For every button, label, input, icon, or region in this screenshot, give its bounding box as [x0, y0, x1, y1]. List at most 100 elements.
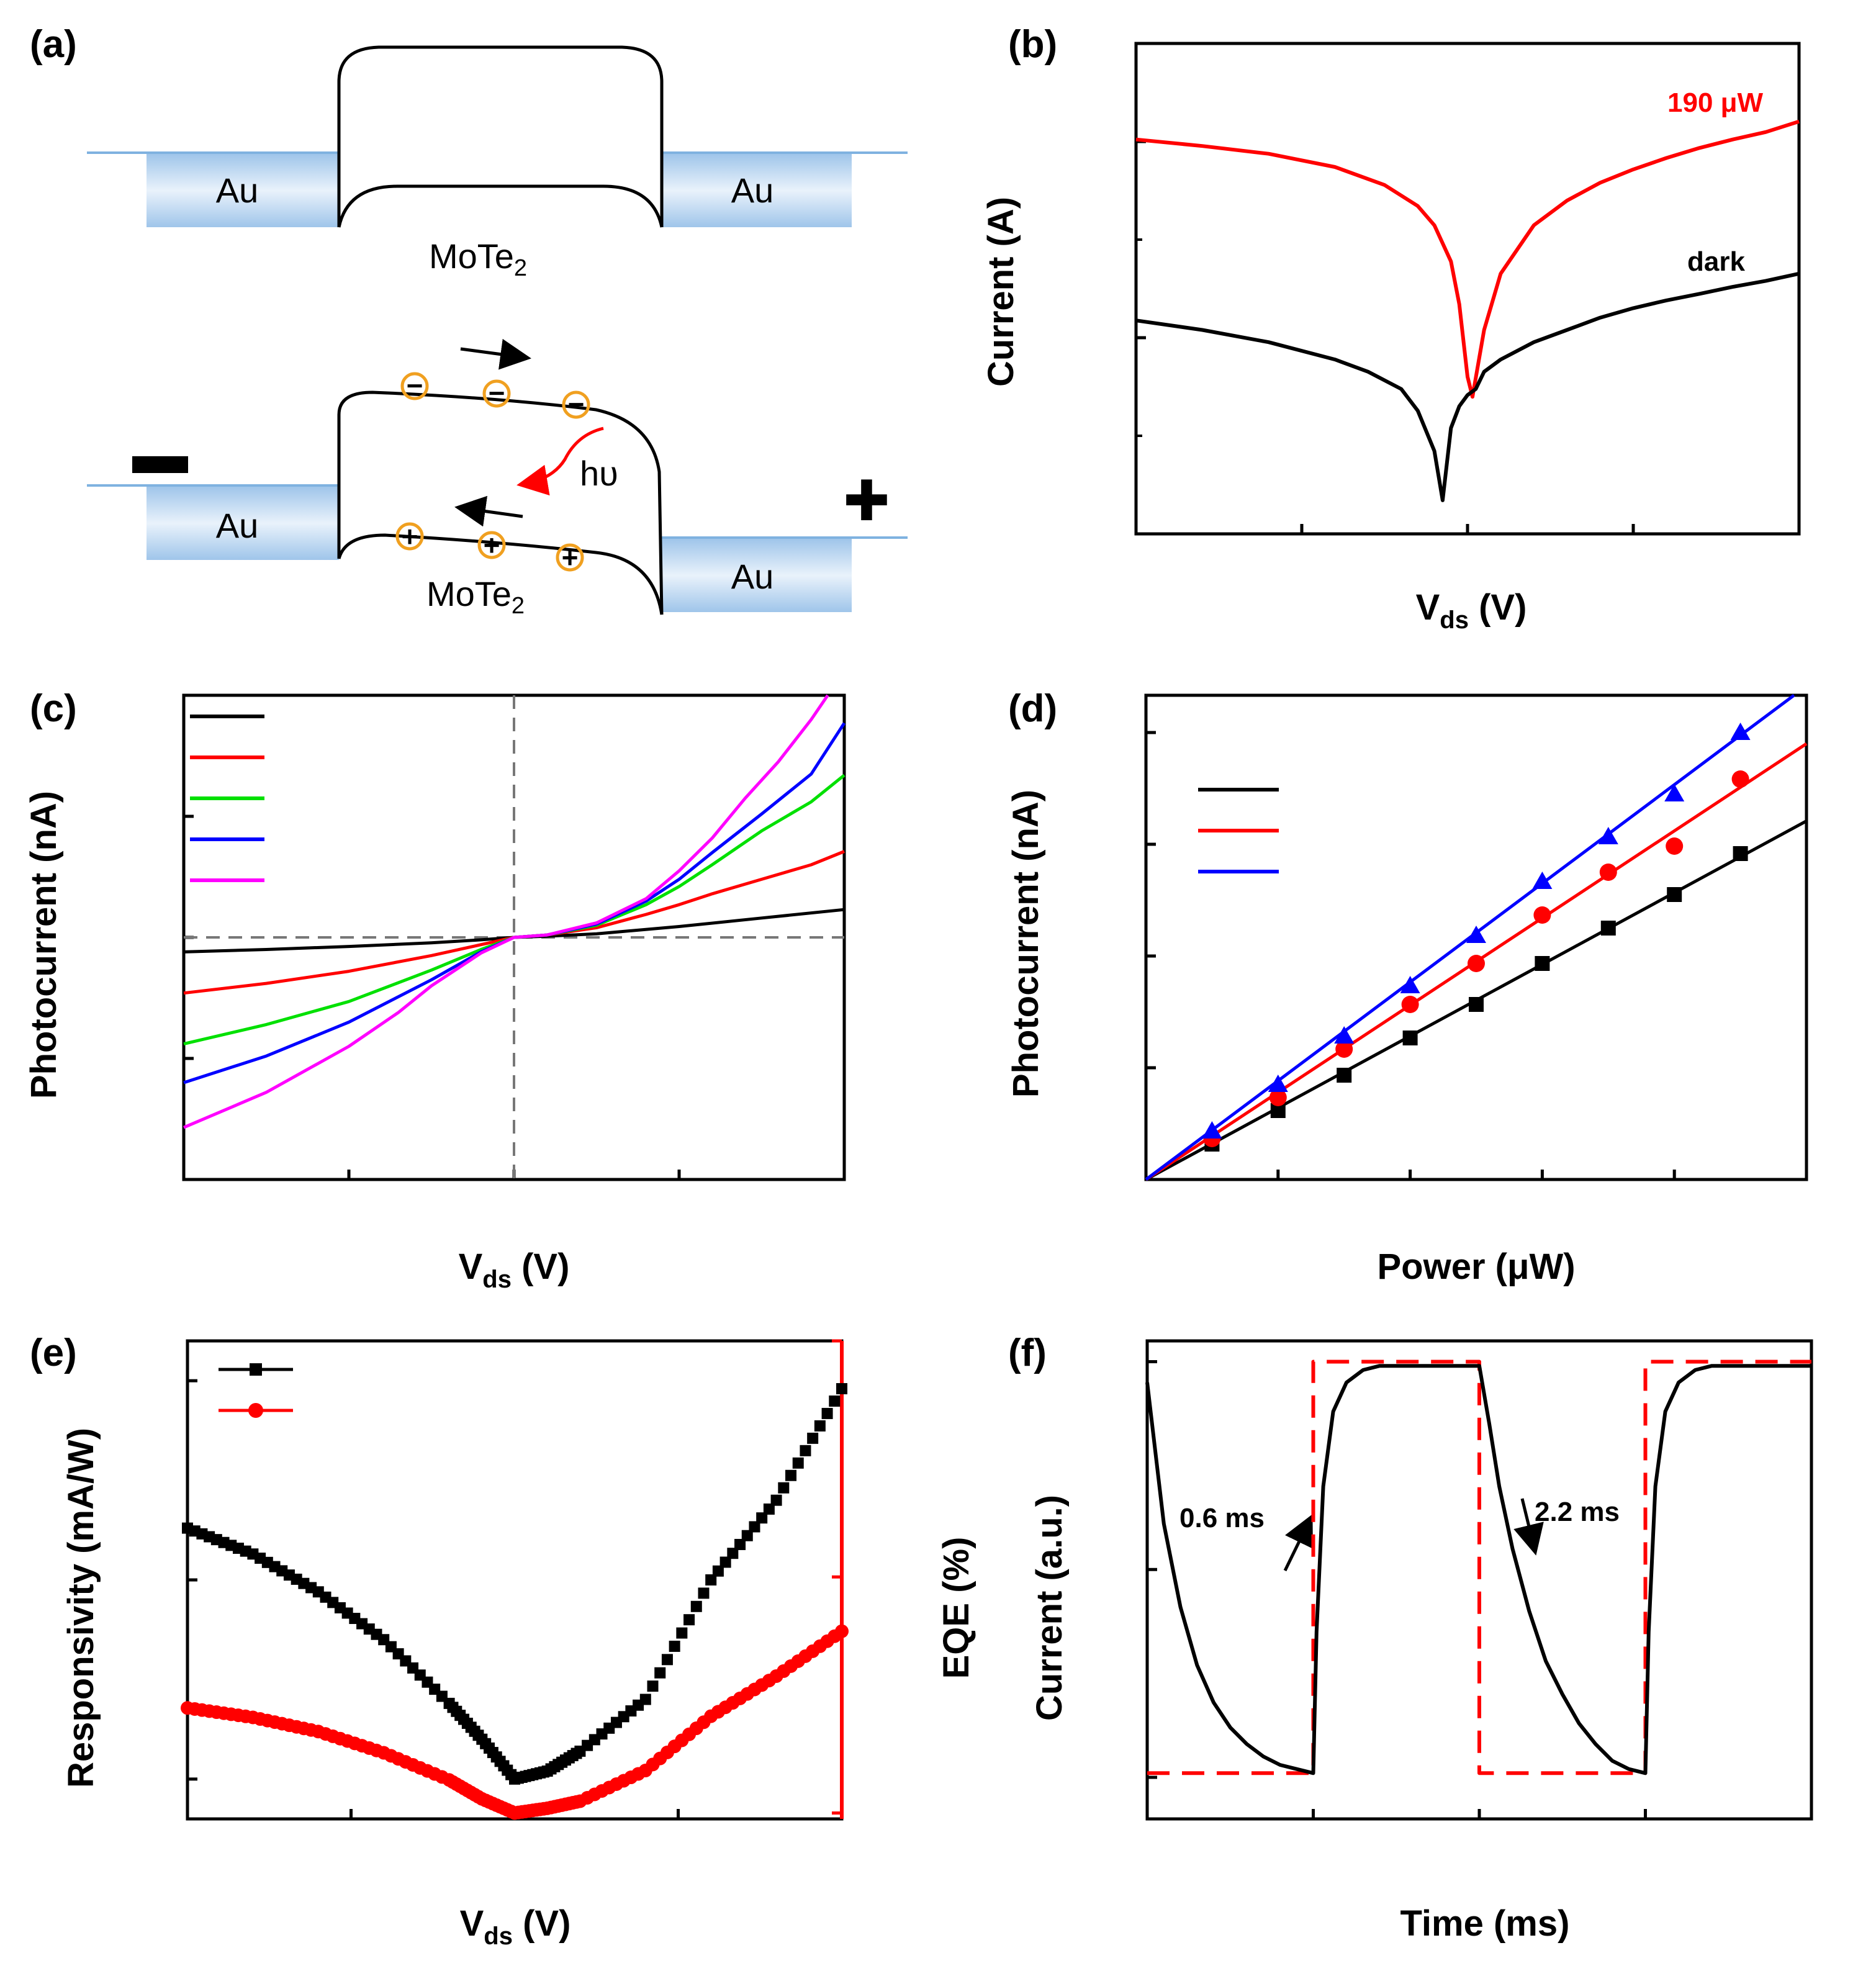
data-point-square	[829, 1395, 841, 1407]
data-point-square	[792, 1457, 804, 1469]
x-axis-title-unit: (V)	[512, 1247, 569, 1287]
rise-time-arrow	[1283, 1514, 1313, 1572]
au-label-left-biased: Au	[216, 506, 259, 545]
data-point-circle	[1666, 837, 1684, 855]
data-point-triangle	[1532, 872, 1553, 889]
data-point-square	[250, 1363, 262, 1376]
data-point-square	[800, 1445, 811, 1456]
panel-label-a: (a)	[30, 23, 77, 66]
data-point-square	[1469, 997, 1484, 1012]
series-line	[183, 694, 829, 1129]
data-point-square	[669, 1640, 680, 1652]
x-axis-title-sub: ds	[482, 1266, 512, 1293]
x-axis-title-sub: ds	[484, 1923, 513, 1950]
data-point-triangle	[1268, 1075, 1288, 1092]
data-point-square	[1402, 1031, 1418, 1045]
data-point-square	[683, 1614, 695, 1626]
electron-drift-arrow	[460, 338, 531, 370]
data-point-square	[1667, 887, 1682, 902]
series-label-dark: dark	[1687, 246, 1745, 277]
data-point-square	[785, 1469, 797, 1481]
panel-label-d: (d)	[1008, 687, 1057, 730]
valence-band-biased	[337, 533, 664, 615]
electron-marker	[400, 372, 429, 400]
semiconductor-subscript: 2	[514, 255, 527, 281]
electron-marker	[482, 379, 511, 408]
data-point-square	[1535, 956, 1550, 971]
data-point-square	[770, 1494, 782, 1506]
chart-e: (e) Vds (V) Responsivity (mA/W) EQE (%)	[30, 1332, 976, 1950]
data-point-triangle	[1202, 1121, 1222, 1139]
negative-terminal: ▬	[132, 423, 188, 485]
chart-b: (b) 190 μW dark Vds (V) Current (A)	[981, 23, 1801, 634]
y-axis-title-d: Photocurrent (nA)	[1006, 790, 1046, 1098]
au-contact-left	[147, 154, 339, 227]
x-axis-title-f: Time (ms)	[1400, 1903, 1570, 1944]
electron-marker	[562, 390, 590, 419]
panel-a: (a) Au Au MoTe2 Au Au MoTe2	[30, 23, 908, 619]
data-point-square	[676, 1627, 688, 1639]
hole-drift-arrow	[454, 495, 523, 527]
series-line-illuminated	[1135, 119, 1800, 399]
data-point-circle	[1401, 996, 1419, 1013]
photon-label: hυ	[580, 454, 618, 493]
x-axis-title-main: V	[459, 1247, 483, 1287]
band-diagram-biased: Au Au MoTe2 − − − + + +	[87, 338, 908, 619]
data-point-square	[814, 1420, 826, 1432]
x-axis-title-main: V	[460, 1903, 484, 1944]
data-point-square	[749, 1521, 760, 1533]
data-point-square	[690, 1600, 702, 1612]
hole-marker	[477, 531, 506, 559]
data-point-circle	[835, 1624, 849, 1638]
data-point-square	[719, 1556, 731, 1568]
electron-carriers: − − −	[400, 369, 590, 420]
y-axis-title-c: Photocurrent (nA)	[24, 791, 64, 1099]
data-point-square	[705, 1574, 717, 1585]
data-point-square	[1600, 921, 1616, 936]
data-point-circle	[1731, 770, 1749, 788]
hole-sign: +	[484, 529, 500, 561]
x-axis-title-unit: (V)	[1469, 587, 1527, 628]
au-contact-left-biased	[147, 487, 339, 560]
x-axis-title-e: Vds (V)	[460, 1903, 571, 1950]
data-point-circle	[1599, 864, 1617, 881]
x-axis-title-c: Vds (V)	[459, 1247, 570, 1293]
panel-label-f: (f)	[1008, 1332, 1047, 1374]
hole-marker	[395, 522, 424, 551]
semiconductor-label-biased: MoTe2	[426, 574, 525, 619]
conduction-band	[337, 45, 664, 227]
data-point-square	[1337, 1068, 1352, 1083]
data-point-triangle	[1334, 1026, 1355, 1044]
x-axis-title-unit: (V)	[513, 1903, 570, 1944]
au-label-left: Au	[216, 171, 259, 210]
hole-carriers: + + +	[395, 520, 584, 574]
au-label-right-biased: Au	[731, 557, 774, 596]
data-point-circle	[1468, 955, 1485, 972]
data-point-triangle	[1400, 976, 1420, 993]
data-point-square	[639, 1694, 651, 1705]
panel-label-b: (b)	[1008, 23, 1057, 66]
data-point-square	[727, 1548, 739, 1559]
data-point-square	[647, 1680, 659, 1692]
band-diagram-equilibrium: Au Au MoTe2	[87, 45, 908, 281]
light-pulse-line	[1147, 1360, 1811, 1775]
data-point-circle	[1335, 1040, 1353, 1058]
semiconductor-label: MoTe2	[429, 237, 527, 281]
data-point-triangle	[1664, 784, 1685, 801]
y-axis-title-b: Current (A)	[981, 197, 1021, 387]
data-point-square	[807, 1432, 819, 1444]
positive-terminal: ✚	[843, 471, 890, 533]
au-label-right: Au	[731, 171, 774, 210]
data-point-square	[698, 1587, 710, 1599]
semiconductor-name: MoTe	[429, 237, 514, 276]
semiconductor-subscript-biased: 2	[512, 593, 525, 619]
fall-time-arrow	[1513, 1498, 1544, 1556]
photon-absorption-arrow	[516, 426, 604, 496]
au-contact-right-biased	[662, 539, 852, 612]
data-point-triangle	[1730, 723, 1751, 740]
x-axis-title-sub: ds	[1440, 607, 1469, 634]
chart-f: (f) Time (ms) Current (a.u.) 0.6 ms 2.2 …	[1008, 1332, 1813, 1944]
semiconductor-name-biased: MoTe	[426, 574, 512, 613]
data-point-triangle	[1598, 827, 1618, 844]
